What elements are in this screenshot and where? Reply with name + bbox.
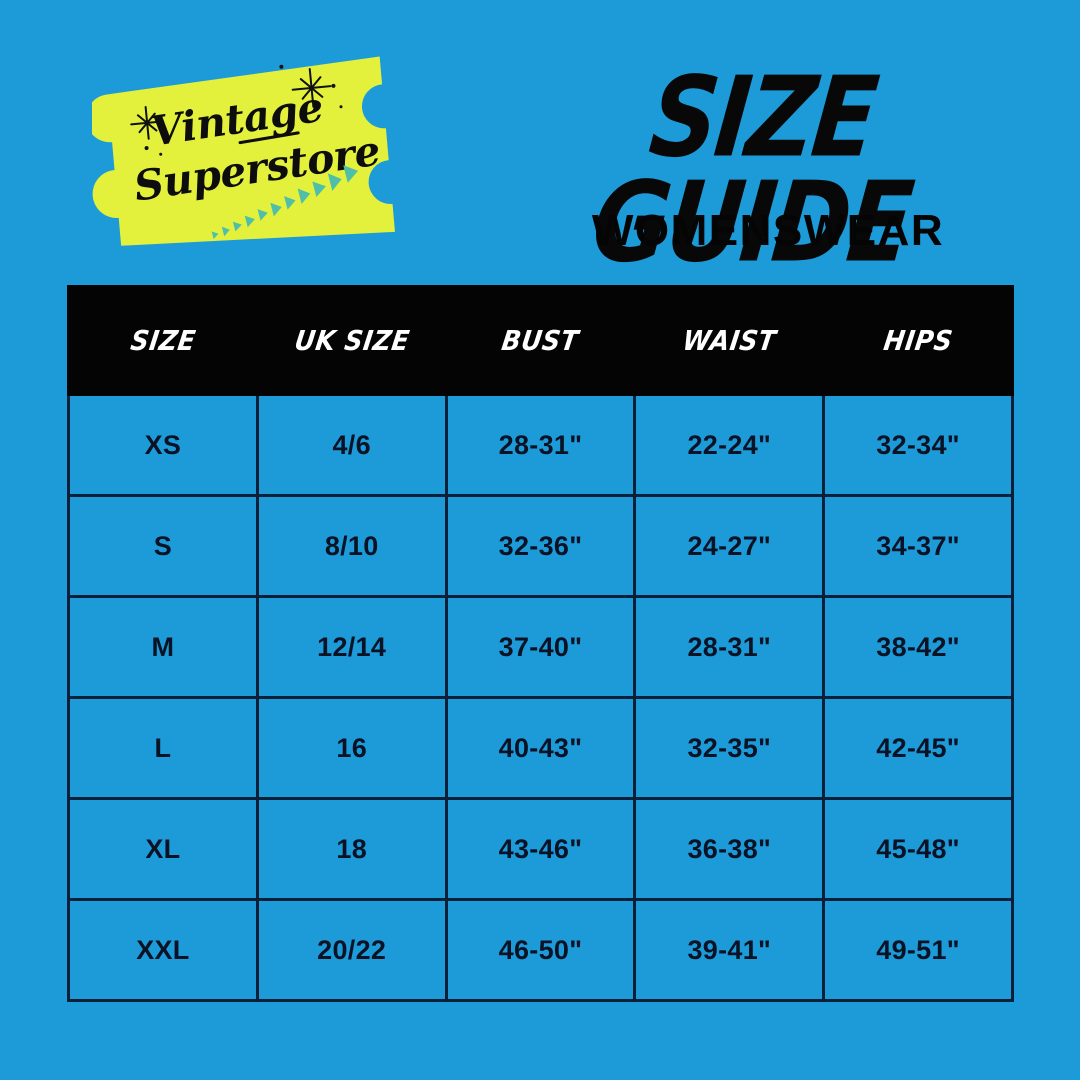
cell-hips: 49-51" (822, 898, 1014, 1002)
column-header-uk-size: UK SIZE (255, 285, 448, 396)
cell-uk-size: 20/22 (255, 898, 448, 1002)
sparkle-dot-icon (144, 145, 149, 151)
table-row: XL 18 43-46" 36-38" 45-48" (67, 797, 1014, 901)
table-row: XXL 20/22 46-50" 39-41" 49-51" (67, 898, 1014, 1002)
cell-size: XXL (67, 898, 259, 1002)
cell-waist: 24-27" (633, 494, 826, 598)
cell-size: S (67, 494, 259, 598)
cell-uk-size: 16 (255, 696, 448, 800)
column-header-hips: HIPS (822, 285, 1014, 396)
cell-size: L (67, 696, 259, 800)
table-header: SIZE UK SIZE BUST WAIST HIPS (67, 285, 1014, 396)
column-header-size: SIZE (67, 285, 259, 396)
cell-size: M (67, 595, 259, 699)
cell-bust: 37-40" (444, 595, 637, 699)
table-row: S 8/10 32-36" 24-27" 34-37" (67, 494, 1014, 598)
cell-waist: 22-24" (633, 393, 826, 497)
cell-uk-size: 8/10 (255, 494, 448, 598)
cell-uk-size: 12/14 (255, 595, 448, 699)
cell-hips: 32-34" (822, 393, 1014, 497)
column-header-bust: BUST (444, 285, 637, 396)
page-subtitle: WOMENSWEAR (591, 206, 945, 255)
cell-hips: 38-42" (822, 595, 1014, 699)
cell-bust: 43-46" (444, 797, 637, 901)
cell-hips: 34-37" (822, 494, 1014, 598)
table-row: L 16 40-43" 32-35" 42-45" (67, 696, 1014, 800)
cell-size: XS (67, 393, 259, 497)
table-body: XS 4/6 28-31" 22-24" 32-34" S 8/10 32-36… (67, 393, 1014, 1002)
ticket-shape-icon (92, 56, 395, 246)
cell-waist: 36-38" (633, 797, 826, 901)
cell-bust: 40-43" (444, 696, 637, 800)
table-header-row: SIZE UK SIZE BUST WAIST HIPS (67, 285, 1014, 396)
logo-wordmark: Vintage Superstore (83, 37, 422, 279)
sparkle-dot-icon (331, 83, 336, 89)
cell-uk-size: 4/6 (255, 393, 448, 497)
cell-bust: 28-31" (444, 393, 637, 497)
cell-waist: 39-41" (633, 898, 826, 1002)
sparkle-dot-icon (279, 64, 284, 69)
brand-logo-badge: Vintage Superstore (92, 52, 412, 264)
column-header-waist: WAIST (633, 285, 826, 396)
cell-waist: 28-31" (633, 595, 826, 699)
cell-bust: 46-50" (444, 898, 637, 1002)
table-row: XS 4/6 28-31" 22-24" 32-34" (67, 393, 1014, 497)
sparkle-dot-icon (339, 105, 343, 109)
cell-size: XL (67, 797, 259, 901)
size-guide-table: SIZE UK SIZE BUST WAIST HIPS XS 4/6 28-3… (67, 285, 1014, 1002)
cell-bust: 32-36" (444, 494, 637, 598)
cell-uk-size: 18 (255, 797, 448, 901)
cell-hips: 42-45" (822, 696, 1014, 800)
cell-hips: 45-48" (822, 797, 1014, 901)
cell-waist: 32-35" (633, 696, 826, 800)
table-row: M 12/14 37-40" 28-31" 38-42" (67, 595, 1014, 699)
